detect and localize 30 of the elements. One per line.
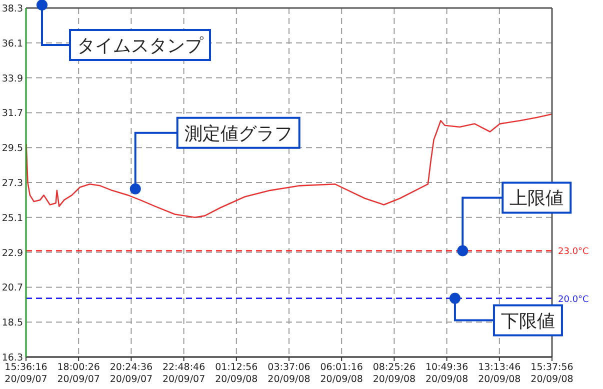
ref-line-label: 20.0°C xyxy=(558,294,589,305)
x-tick-label: 08:25:26 20/09/08 xyxy=(372,362,416,385)
x-tick-label: 06:01:16 20/09/08 xyxy=(320,362,363,385)
y-tick-label: 20.7 xyxy=(2,282,23,294)
y-tick-label: 27.3 xyxy=(2,178,23,189)
annotation: タイムスタンプ xyxy=(77,36,204,56)
y-tick-label: 16.3 xyxy=(2,352,23,364)
y-tick-label: 22.9 xyxy=(2,248,23,259)
y-tick-label: 36.1 xyxy=(2,38,23,50)
x-tick-label: 22:48:46 20/09/07 xyxy=(162,362,206,385)
x-tick-label: 01:12:56 20/09/08 xyxy=(215,362,258,385)
x-tick-label: 20:24:36 20/09/07 xyxy=(110,362,153,385)
x-tick-label: 15:36:16 20/09/07 xyxy=(4,362,48,385)
x-tick-label: 13:13:46 20/09/08 xyxy=(478,362,521,385)
ref-line: 20.0°C xyxy=(26,294,589,305)
annotation: 下限値 xyxy=(500,310,555,332)
y-tick-label: 33.9 xyxy=(2,73,23,84)
y-tick-label: 38.3 xyxy=(2,4,23,14)
y-tick-label: 31.7 xyxy=(2,108,23,120)
y-tick-label: 25.1 xyxy=(2,212,23,224)
x-tick-label: 03:37:06 20/09/08 xyxy=(268,362,310,385)
y-tick-label: 18.5 xyxy=(2,318,23,329)
annotation: 測定値グラフ xyxy=(184,123,292,144)
x-tick-label: 18:00:26 20/09/07 xyxy=(57,362,100,385)
ref-line: 23.0°C xyxy=(26,247,589,258)
x-tick-label: 10:49:36 20/09/08 xyxy=(425,362,468,385)
x-tick-label: 15:37:56 20/09/08 xyxy=(530,362,574,385)
ref-line-label: 23.0°C xyxy=(558,247,589,258)
annotation: 上限値 xyxy=(510,188,564,210)
y-tick-label: 29.5 xyxy=(2,143,23,154)
